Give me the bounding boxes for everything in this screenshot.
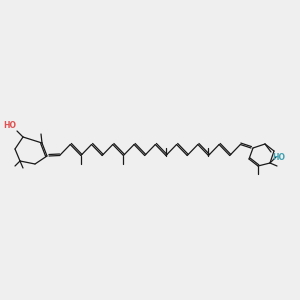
- Text: HO: HO: [272, 153, 285, 162]
- Text: HO: HO: [3, 121, 16, 130]
